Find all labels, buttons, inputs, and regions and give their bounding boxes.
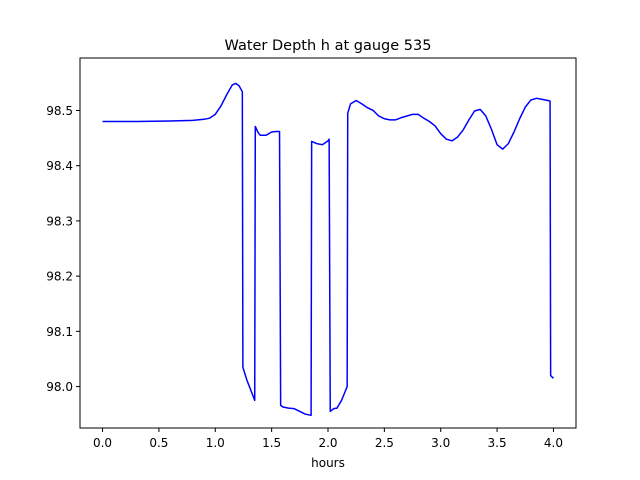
y-tick-label: 98.1 (46, 325, 73, 339)
x-tick-label: 0.0 (93, 436, 112, 450)
y-tick-label: 98.0 (46, 380, 73, 394)
x-axis: 0.0 0.5 1.0 1.5 2.0 2.5 3.0 3.5 4.0 (93, 428, 563, 450)
x-tick-label: 2.0 (318, 436, 337, 450)
x-axis-label: hours (311, 456, 345, 470)
y-tick-label: 98.4 (46, 159, 73, 173)
chart-title: Water Depth h at gauge 535 (225, 38, 432, 54)
x-tick-label: 1.5 (262, 436, 281, 450)
y-tick-label: 98.5 (46, 104, 73, 118)
y-tick-label: 98.2 (46, 270, 73, 284)
series-line-0 (102, 82, 554, 417)
x-tick-label: 4.0 (544, 436, 563, 450)
x-tick-label: 2.5 (375, 436, 394, 450)
x-tick-label: 3.5 (488, 436, 507, 450)
plot-area (102, 82, 554, 417)
x-tick-label: 1.0 (206, 436, 225, 450)
x-tick-label: 0.5 (149, 436, 168, 450)
y-axis: 98.0 98.1 98.2 98.3 98.4 98.5 (46, 104, 80, 394)
y-tick-label: 98.3 (46, 214, 73, 228)
x-tick-label: 3.0 (431, 436, 450, 450)
